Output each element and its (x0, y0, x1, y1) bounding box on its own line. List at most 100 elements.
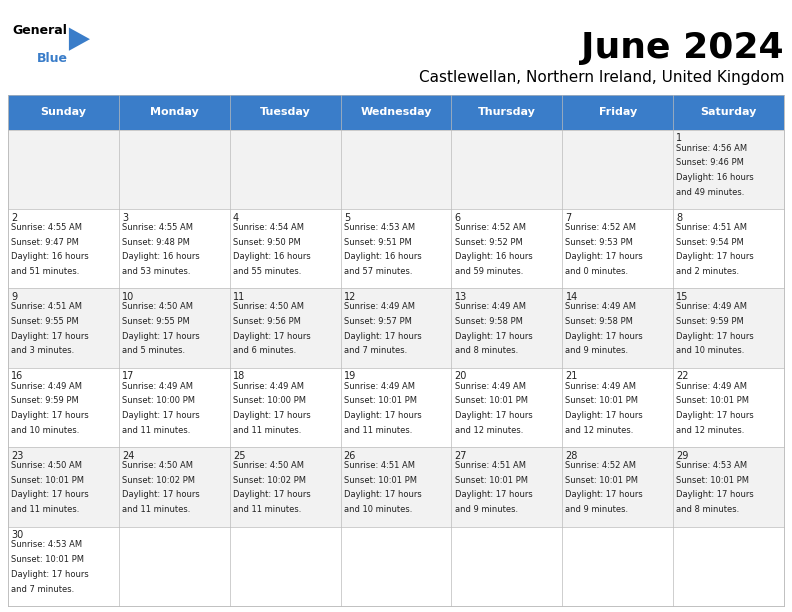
Text: Sunrise: 4:52 AM: Sunrise: 4:52 AM (565, 461, 637, 470)
Text: Daylight: 17 hours: Daylight: 17 hours (565, 332, 643, 341)
Text: Daylight: 17 hours: Daylight: 17 hours (565, 252, 643, 261)
Text: 15: 15 (676, 292, 689, 302)
Text: Sunrise: 4:49 AM: Sunrise: 4:49 AM (676, 382, 748, 390)
Text: General: General (12, 24, 67, 37)
Text: Sunrise: 4:54 AM: Sunrise: 4:54 AM (233, 223, 304, 232)
Text: Daylight: 17 hours: Daylight: 17 hours (565, 490, 643, 499)
Text: Sunday: Sunday (40, 107, 86, 118)
Text: Sunset: 9:56 PM: Sunset: 9:56 PM (233, 317, 301, 326)
Text: Sunset: 9:57 PM: Sunset: 9:57 PM (344, 317, 412, 326)
Text: and 12 minutes.: and 12 minutes. (455, 426, 523, 435)
Text: and 3 minutes.: and 3 minutes. (11, 346, 74, 356)
Bar (8, 447, 784, 526)
Text: 12: 12 (344, 292, 356, 302)
Text: Sunset: 10:01 PM: Sunset: 10:01 PM (11, 476, 84, 485)
Text: 11: 11 (233, 292, 245, 302)
Bar (8, 130, 784, 209)
Polygon shape (69, 28, 90, 51)
Text: and 9 minutes.: and 9 minutes. (565, 505, 629, 514)
Text: Sunrise: 4:56 AM: Sunrise: 4:56 AM (676, 144, 748, 152)
Text: and 49 minutes.: and 49 minutes. (676, 188, 744, 196)
Text: Daylight: 16 hours: Daylight: 16 hours (455, 252, 532, 261)
Text: 27: 27 (455, 451, 467, 461)
Text: Sunset: 9:59 PM: Sunset: 9:59 PM (676, 317, 744, 326)
Text: and 12 minutes.: and 12 minutes. (676, 426, 744, 435)
Text: 22: 22 (676, 371, 689, 381)
Text: Sunset: 10:01 PM: Sunset: 10:01 PM (455, 476, 527, 485)
Text: and 12 minutes.: and 12 minutes. (565, 426, 634, 435)
Text: and 11 minutes.: and 11 minutes. (233, 505, 301, 514)
Text: and 11 minutes.: and 11 minutes. (122, 426, 190, 435)
Text: Daylight: 17 hours: Daylight: 17 hours (233, 332, 310, 341)
Text: Sunrise: 4:53 AM: Sunrise: 4:53 AM (344, 223, 415, 232)
Text: Sunset: 9:51 PM: Sunset: 9:51 PM (344, 237, 412, 247)
Text: Daylight: 17 hours: Daylight: 17 hours (11, 332, 89, 341)
Text: 6: 6 (455, 212, 461, 223)
Text: Sunset: 10:01 PM: Sunset: 10:01 PM (344, 397, 417, 405)
Text: Sunset: 10:00 PM: Sunset: 10:00 PM (233, 397, 306, 405)
Text: Sunrise: 4:51 AM: Sunrise: 4:51 AM (455, 461, 526, 470)
Text: Sunset: 9:58 PM: Sunset: 9:58 PM (565, 317, 634, 326)
Bar (451, 95, 562, 130)
Text: and 51 minutes.: and 51 minutes. (11, 267, 79, 276)
Text: Sunrise: 4:52 AM: Sunrise: 4:52 AM (455, 223, 526, 232)
Text: Sunrise: 4:51 AM: Sunrise: 4:51 AM (344, 461, 415, 470)
Bar (8, 288, 784, 368)
Text: Sunset: 9:47 PM: Sunset: 9:47 PM (11, 237, 79, 247)
Bar (230, 95, 341, 130)
Text: Daylight: 17 hours: Daylight: 17 hours (676, 411, 754, 420)
Text: Daylight: 17 hours: Daylight: 17 hours (344, 490, 421, 499)
Text: Daylight: 17 hours: Daylight: 17 hours (122, 490, 200, 499)
Bar (8, 368, 784, 447)
Text: Daylight: 17 hours: Daylight: 17 hours (676, 490, 754, 499)
Text: Sunset: 9:50 PM: Sunset: 9:50 PM (233, 237, 301, 247)
Text: Castlewellan, Northern Ireland, United Kingdom: Castlewellan, Northern Ireland, United K… (419, 70, 784, 86)
Text: 19: 19 (344, 371, 356, 381)
Text: and 10 minutes.: and 10 minutes. (676, 346, 744, 356)
Text: Sunrise: 4:55 AM: Sunrise: 4:55 AM (11, 223, 82, 232)
Text: Blue: Blue (37, 52, 68, 65)
Text: 30: 30 (11, 530, 23, 540)
Text: and 8 minutes.: and 8 minutes. (455, 346, 518, 356)
Bar (119, 95, 230, 130)
Text: 4: 4 (233, 212, 239, 223)
Text: Daylight: 17 hours: Daylight: 17 hours (676, 252, 754, 261)
Bar (8, 209, 784, 288)
Text: Sunrise: 4:55 AM: Sunrise: 4:55 AM (122, 223, 193, 232)
Text: Daylight: 16 hours: Daylight: 16 hours (122, 252, 200, 261)
Text: Sunset: 9:58 PM: Sunset: 9:58 PM (455, 317, 523, 326)
Text: 8: 8 (676, 212, 683, 223)
Text: Sunset: 10:01 PM: Sunset: 10:01 PM (565, 476, 638, 485)
Text: and 53 minutes.: and 53 minutes. (122, 267, 190, 276)
Text: 16: 16 (11, 371, 23, 381)
Text: 21: 21 (565, 371, 578, 381)
Text: Sunrise: 4:50 AM: Sunrise: 4:50 AM (233, 302, 304, 312)
Text: Sunset: 10:01 PM: Sunset: 10:01 PM (11, 555, 84, 564)
Text: 17: 17 (122, 371, 135, 381)
Text: Daylight: 17 hours: Daylight: 17 hours (11, 411, 89, 420)
Bar (8, 526, 784, 606)
Text: Saturday: Saturday (700, 107, 757, 118)
Text: Sunset: 9:46 PM: Sunset: 9:46 PM (676, 159, 744, 167)
Text: and 8 minutes.: and 8 minutes. (676, 505, 740, 514)
Text: Sunrise: 4:53 AM: Sunrise: 4:53 AM (676, 461, 748, 470)
Text: Sunrise: 4:49 AM: Sunrise: 4:49 AM (344, 302, 415, 312)
Text: and 5 minutes.: and 5 minutes. (122, 346, 185, 356)
Text: and 11 minutes.: and 11 minutes. (344, 426, 412, 435)
Text: 18: 18 (233, 371, 245, 381)
Text: Sunrise: 4:49 AM: Sunrise: 4:49 AM (676, 302, 748, 312)
Text: 29: 29 (676, 451, 689, 461)
Text: 7: 7 (565, 212, 572, 223)
Text: Sunset: 10:02 PM: Sunset: 10:02 PM (122, 476, 195, 485)
Text: Sunrise: 4:50 AM: Sunrise: 4:50 AM (11, 461, 82, 470)
Text: 13: 13 (455, 292, 466, 302)
Text: and 0 minutes.: and 0 minutes. (565, 267, 629, 276)
Text: 10: 10 (122, 292, 134, 302)
Text: Sunset: 10:01 PM: Sunset: 10:01 PM (676, 476, 749, 485)
Bar (673, 95, 784, 130)
Text: 14: 14 (565, 292, 577, 302)
Text: Thursday: Thursday (478, 107, 536, 118)
Text: Sunrise: 4:49 AM: Sunrise: 4:49 AM (565, 382, 637, 390)
Text: 24: 24 (122, 451, 135, 461)
Text: and 6 minutes.: and 6 minutes. (233, 346, 296, 356)
